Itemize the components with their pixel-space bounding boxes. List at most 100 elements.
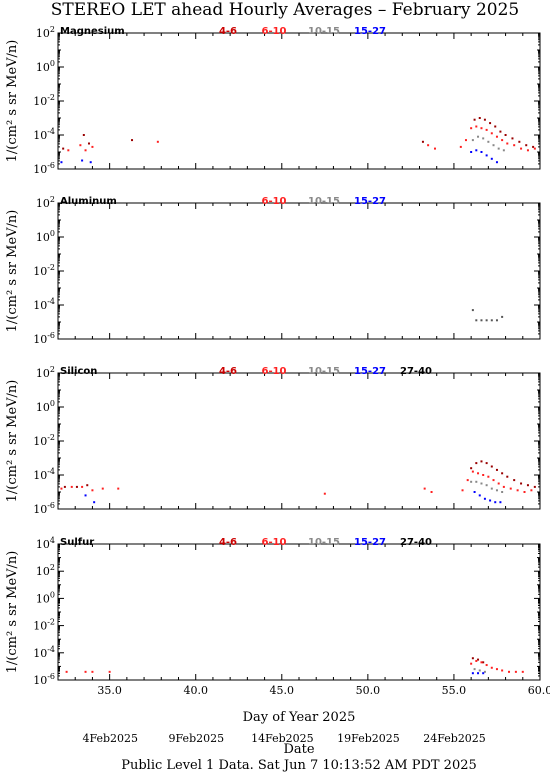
date-label: Date [283,742,314,757]
data-point [101,487,104,490]
data-point [495,468,498,471]
data-point [475,462,478,465]
data-point [156,140,159,143]
y-tick-label: 100 [36,59,55,74]
data-point [91,489,94,492]
data-point [533,147,536,150]
data-point [514,670,517,673]
data-point [65,670,68,673]
data-point [501,315,504,318]
data-point [495,489,498,492]
y-tick-label: 10-4 [33,645,55,660]
data-point [75,485,78,488]
y-tick-labels: 10-6 10-4 10-2 100 102 [33,25,55,176]
series-6-10 [60,470,533,495]
data-point [464,139,467,142]
data-point [490,465,493,468]
x-tick-label: 60.0 [528,684,550,697]
data-point [475,659,478,662]
data-point [497,482,500,485]
series-15-27 [60,149,498,164]
y-tick-label: 10-6 [33,161,55,176]
series-4-6 [62,117,535,150]
data-point [79,144,82,147]
data-point [502,485,505,488]
y-tick-label: 10-6 [33,331,55,346]
x-tick-label: 50.0 [356,684,381,697]
data-point [470,480,473,483]
data-point [501,472,504,475]
data-point [84,149,87,152]
data-point [492,479,495,482]
legend-entry: 4-6 [219,366,237,377]
legend-entry: 27-40 [400,366,432,377]
data-point [533,485,536,488]
y-axis-label: 1/(cm² s sr MeV/n) [5,40,20,163]
data-point [427,144,430,147]
data-point [521,670,524,673]
data-point [490,157,493,160]
x-tick-label: 40.0 [183,684,208,697]
data-point [480,127,483,130]
legend-entry: 15-27 [354,366,386,377]
data-point [483,118,486,121]
data-point [509,487,512,490]
legend-entry: 10-15 [308,26,340,37]
data-point [485,664,488,667]
data-point [490,487,493,490]
panel-label: Magnesium [60,26,125,37]
data-point [513,144,516,147]
data-point [501,491,504,493]
date-tick-label: 14Feb2025 [251,732,314,745]
series-10-15 [473,668,486,673]
y-tick-label: 100 [36,229,55,244]
data-point [497,147,500,150]
panel-silicon: 10-6 10-4 10-2 100 102 1/(cm² s sr MeV/n) Sili… [5,365,541,516]
y-tick-label: 10-6 [33,501,55,516]
data-point [480,661,483,664]
plot-frame [57,32,541,170]
data-point [433,147,436,150]
data-point [502,149,505,152]
data-point [482,661,485,664]
data-point [423,487,426,490]
data-point [84,670,87,673]
data-point [482,474,485,476]
data-point [501,669,504,672]
y-tick-label: 102 [36,25,55,40]
data-point [487,475,490,478]
y-tick-label: 10-4 [33,467,55,482]
legend-entry: 10-15 [308,196,340,207]
data-point [91,670,94,673]
legend-entry: 6-10 [261,196,286,207]
data-point [525,144,528,147]
data-point [461,489,464,492]
series-15-27 [84,491,502,504]
plot-frame [57,543,541,681]
y-tick-label: 102 [36,563,55,578]
legend-entry: 4-6 [219,537,237,548]
data-point [530,489,533,492]
data-point [475,149,478,152]
data-point [523,491,526,493]
legend-entry: 6-10 [261,26,286,37]
y-tick-label: 100 [36,399,55,414]
data-point [495,161,498,164]
data-point [62,147,65,150]
data-point [483,670,486,673]
panel-label: Silicon [60,366,97,377]
y-tick-label: 102 [36,365,55,380]
data-point [499,130,502,133]
data-point [108,670,111,673]
data-point [86,484,89,487]
data-point [526,484,529,487]
data-point [511,137,514,140]
data-point [506,475,509,478]
data-point [131,139,134,142]
data-point [482,137,485,140]
data-point [421,140,424,143]
data-point [475,125,478,128]
legend-entry: 27-40 [400,537,432,548]
series-4-6 [471,657,485,664]
data-point [323,492,326,495]
